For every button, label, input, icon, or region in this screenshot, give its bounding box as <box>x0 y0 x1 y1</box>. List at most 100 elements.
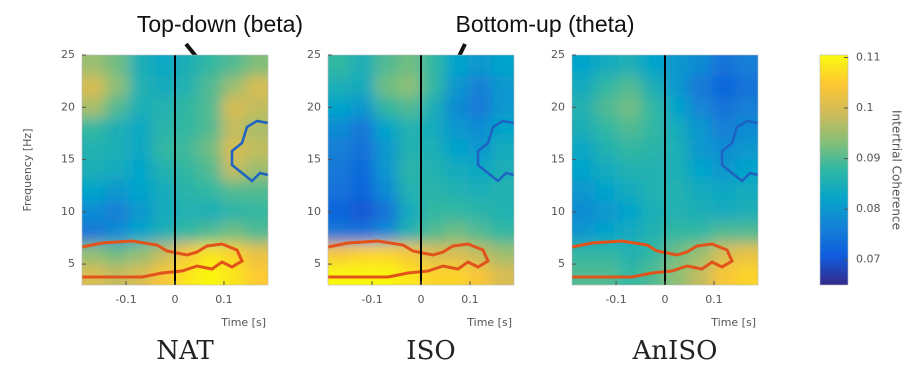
heatmap-cell <box>244 222 268 244</box>
heatmap-cell <box>128 75 153 98</box>
heatmap <box>572 55 758 285</box>
heatmap-cell <box>374 117 399 140</box>
heatmap-cell <box>128 138 153 161</box>
heatmap-cell <box>397 222 422 244</box>
heatmap-cell <box>467 222 492 244</box>
heatmap-cell <box>82 75 106 98</box>
panel: 5 10 15 20 25 -0.1 0 0.1 Time [s] Frequency [Hz] N… <box>21 48 269 366</box>
panel: 5 10 15 20 25 -0.1 0 0.1 Time [s] AnISO <box>551 48 759 366</box>
heatmap-cell <box>490 180 514 202</box>
heatmap-cell <box>595 117 619 140</box>
heatmap-cell <box>618 180 643 202</box>
heatmap-cell <box>328 75 352 98</box>
heatmap-cell <box>444 264 468 285</box>
heatmap-cell <box>198 117 222 140</box>
x-axis-label: Time [s] <box>710 316 756 329</box>
heatmap-cell <box>641 117 666 140</box>
heatmap-cell <box>688 180 712 202</box>
heatmap-cell <box>665 75 689 98</box>
heatmap-cell <box>105 222 129 244</box>
heatmap-cells <box>82 55 268 285</box>
heatmap-cell <box>221 201 246 223</box>
heatmap-cell <box>82 243 106 265</box>
panel-title: ISO <box>406 336 455 366</box>
heatmap-cell <box>128 222 153 244</box>
heatmap-cell <box>618 75 643 98</box>
heatmap-cell <box>151 96 176 119</box>
colorbar-tick-label: 0.09 <box>856 152 881 165</box>
heatmap-cell <box>351 180 375 202</box>
heatmap-cell <box>105 243 129 265</box>
y-tick-label: 20 <box>307 100 321 113</box>
theta-contour <box>81 239 244 279</box>
heatmap-cell <box>198 138 222 161</box>
heatmap-cell <box>421 201 445 223</box>
heatmap-cell <box>490 138 514 161</box>
heatmap-cell <box>374 201 399 223</box>
heatmap-cell <box>572 222 596 244</box>
heatmap-cell <box>128 180 153 202</box>
heatmap-cell <box>198 201 222 223</box>
heatmap-cell <box>244 243 268 265</box>
heatmap-cell <box>734 264 758 285</box>
heatmap-cell <box>221 55 246 77</box>
heatmap-cell <box>351 96 375 119</box>
heatmap-cell <box>618 55 643 77</box>
heatmap-cell <box>198 96 222 119</box>
heatmap-cell <box>328 138 352 161</box>
heatmap-cell <box>221 180 246 202</box>
heatmap-cell <box>688 159 712 181</box>
heatmap-cell <box>128 264 153 285</box>
heatmap-cell <box>711 75 736 98</box>
y-tick-label: 15 <box>307 153 321 166</box>
heatmap-cell <box>688 75 712 98</box>
heatmap-cell <box>444 55 468 77</box>
heatmap-cell <box>128 159 153 181</box>
beta-contour <box>476 119 515 183</box>
colorbar-label: Intertrial Coherence <box>890 110 904 230</box>
heatmap-cell <box>467 180 492 202</box>
heatmap-cell <box>221 264 246 285</box>
y-tick-label: 25 <box>551 48 565 61</box>
heatmap-cell <box>151 75 176 98</box>
heatmap-cells <box>572 55 758 285</box>
x-tick-label: 0.1 <box>705 293 723 306</box>
panel: 5 10 15 20 25 -0.1 0 0.1 Time [s] ISO <box>307 48 515 366</box>
y-tick-label: 10 <box>307 205 321 218</box>
heatmap-cell <box>351 243 375 265</box>
x-tick-label: 0 <box>172 293 179 306</box>
heatmap-cell <box>595 222 619 244</box>
heatmap-cell <box>374 138 399 161</box>
heatmap-cell <box>374 159 399 181</box>
heatmap-cell <box>221 96 246 119</box>
heatmap-cell <box>641 243 666 265</box>
heatmap-cell <box>151 201 176 223</box>
heatmap-cell <box>711 96 736 119</box>
heatmap-cell <box>351 138 375 161</box>
heatmap-cell <box>175 159 199 181</box>
heatmap-cell <box>688 201 712 223</box>
heatmap-cell <box>665 117 689 140</box>
heatmap-cell <box>734 117 758 140</box>
heatmap-cell <box>244 138 268 161</box>
heatmap-cell <box>244 117 268 140</box>
heatmap-cell <box>490 159 514 181</box>
heatmap-cell <box>734 138 758 161</box>
heatmap-cell <box>105 117 129 140</box>
heatmap-cell <box>641 96 666 119</box>
heatmap-cell <box>467 201 492 223</box>
heatmap-cell <box>490 264 514 285</box>
heatmap-cell <box>397 138 422 161</box>
heatmap-cell <box>105 159 129 181</box>
heatmap-cell <box>105 138 129 161</box>
heatmap-cell <box>151 222 176 244</box>
heatmap-cell <box>618 243 643 265</box>
y-tick-label: 25 <box>307 48 321 61</box>
heatmap-cell <box>467 96 492 119</box>
heatmap-cell <box>105 75 129 98</box>
heatmap-cell <box>128 96 153 119</box>
heatmap-cell <box>397 159 422 181</box>
significance-contours <box>327 119 515 279</box>
heatmap-cell <box>595 96 619 119</box>
heatmap-cell <box>151 159 176 181</box>
